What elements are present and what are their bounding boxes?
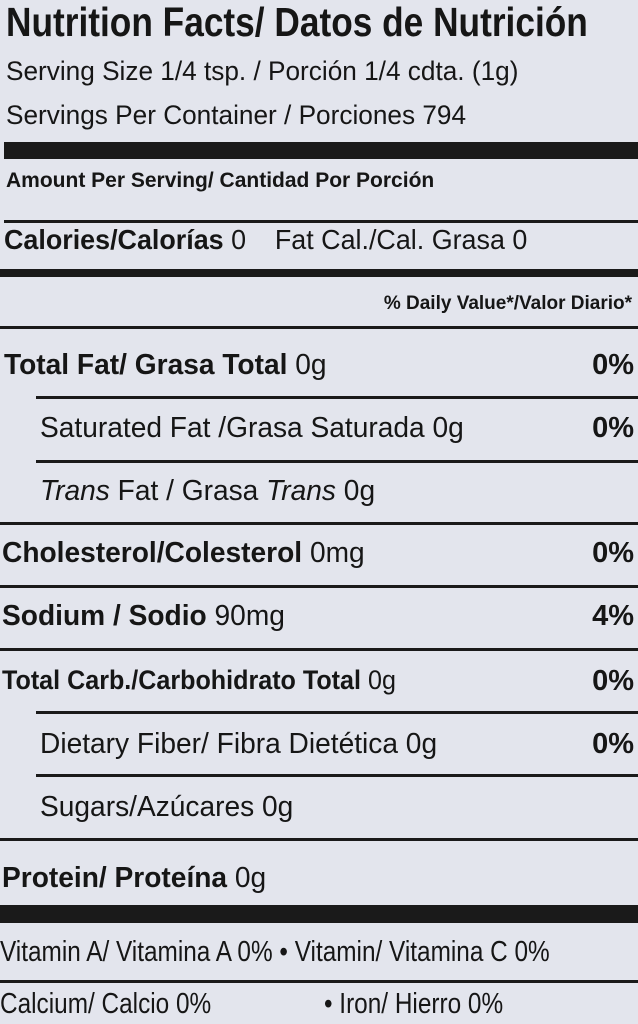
nutrient-label: Saturated Fat /Grasa Saturada [40,412,425,444]
divider [0,326,638,329]
nutrient-label: Dietary Fiber/ Fibra Dietética [40,728,398,760]
dv-dietary-fiber: 0% [592,728,634,760]
calcium: Calcium/ Calcio 0% [0,988,212,1020]
dv-cholesterol: 0% [592,537,634,569]
divider [36,711,638,714]
nutrient-label: Cholesterol/Colesterol [2,537,303,569]
nutrient-amount: 0g [432,412,464,444]
nutrient-amount: 0g [343,475,376,507]
thick-divider [4,142,638,159]
divider [4,220,638,223]
divider [36,774,638,777]
thick-divider [0,905,638,923]
nutrient-total-fat: Total Fat/ Grasa Total 0g [4,351,327,380]
nutrient-sodium: Sodium / Sodio 90mg [2,602,285,631]
nutrient-label: Trans [40,475,110,507]
servings-per-container: Servings Per Container / Porciones 794 [6,100,467,130]
divider [36,396,638,399]
nutrient-amount: 0mg [309,537,365,569]
dv-total-fat: 0% [592,349,634,381]
calories-value: 0 [231,224,247,255]
nutrient-label: Protein/ Proteína [2,862,228,894]
nutrient-dietary-fiber: Dietary Fiber/ Fibra Dietética 0g [40,730,437,759]
label-title: Nutrition Facts/ Datos de Nutrición [6,0,588,45]
nutrient-amount: 0g [405,728,438,760]
nutrient-label: Sugars/Azúcares [40,791,255,823]
nutrient-total-carb: Total Carb./Carbohidrato Total 0g [2,667,396,694]
nutrient-protein: Protein/ Proteína 0g [2,864,266,893]
nutrient-amount: 90mg [214,600,285,632]
fat-calories: Fat Cal./Cal. Grasa 0 [274,224,528,255]
divider [0,838,638,841]
nutrient-saturated-fat: Saturated Fat /Grasa Saturada 0g [40,414,464,443]
dv-saturated-fat: 0% [592,412,634,444]
vitamin-row-2: • Iron/ Hierro 0% [324,990,503,1019]
nutrient-amount: 0g [295,349,327,381]
nutrient-label: Total Fat/ Grasa Total [4,349,288,381]
iron: Iron/ Hierro 0% [339,988,504,1020]
bullet: • [324,988,333,1020]
nutrient-label: Fat / Grasa [109,475,267,507]
amount-per-serving: Amount Per Serving/ Cantidad Por Porción [6,169,435,192]
vitamin-row-1: Vitamin A/ Vitamina A 0% • Vitamin/ Vita… [0,938,550,967]
nutrient-amount: 0g [234,862,267,894]
dv-total-carb: 0% [592,665,634,697]
nutrient-amount: 0g [262,791,294,823]
bullet: • [279,936,288,968]
divider [36,460,638,463]
serving-size: Serving Size 1/4 tsp. / Porción 1/4 cdta… [6,56,519,86]
nutrient-label: Total Carb./Carbohidrato Total [2,665,361,695]
calories-label: Calories/Calorías [4,224,224,255]
divider [0,648,638,651]
nutrient-amount: 0g [367,665,396,695]
calories-row: Calories/Calorías 0 Fat Cal./Cal. Grasa 0 [4,226,527,254]
divider [0,585,638,588]
nutrient-cholesterol: Cholesterol/Colesterol 0mg [2,539,365,568]
divider [0,522,638,525]
vitamin-a: Vitamin A/ Vitamina A 0% [0,936,273,968]
thick-divider [0,269,638,277]
nutrient-label: Trans [266,475,336,507]
divider [0,980,638,983]
nutrient-label: Sodium / Sodio [2,600,207,632]
daily-value-header: % Daily Value*/Valor Diario* [383,293,632,314]
nutrient-trans-fat: Trans Fat / Grasa Trans 0g [40,477,375,506]
dv-sodium: 4% [592,600,634,632]
nutrient-sugars: Sugars/Azúcares 0g [40,793,293,822]
vitamin-c: Vitamin/ Vitamina C 0% [294,936,550,968]
